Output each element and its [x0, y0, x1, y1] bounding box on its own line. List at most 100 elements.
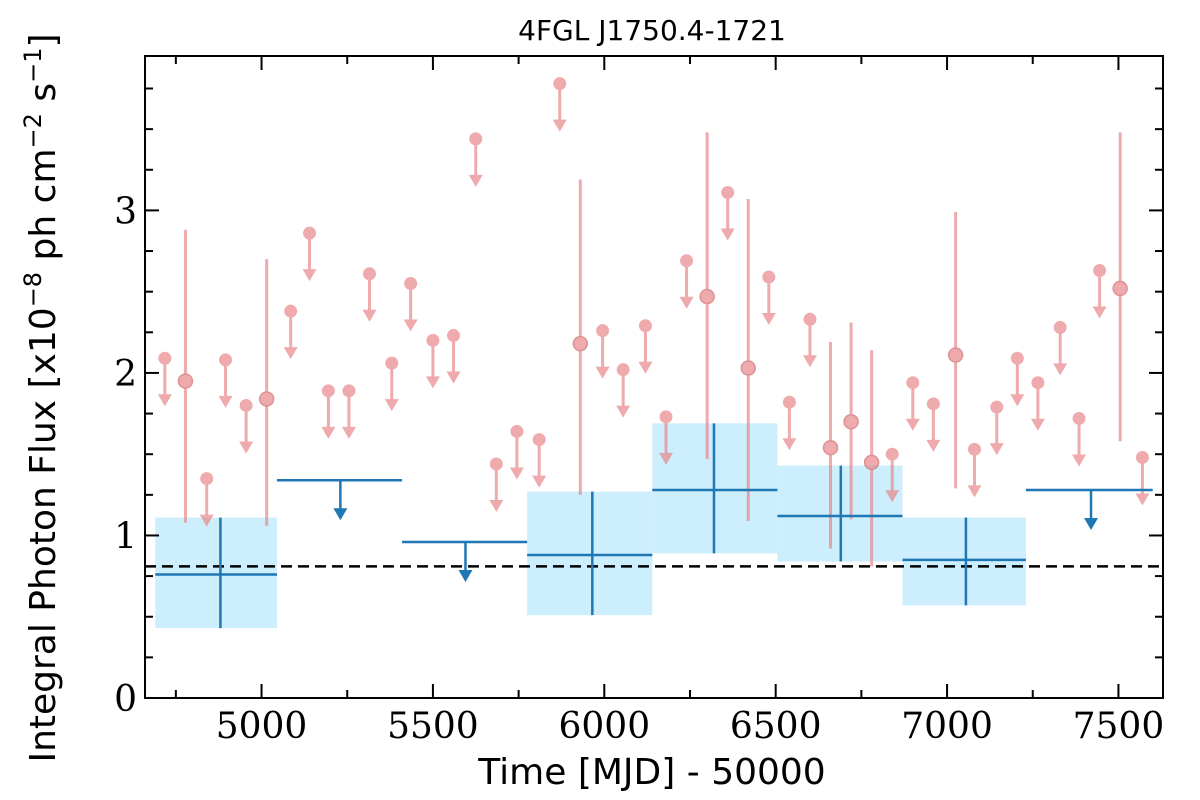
short-upper-limit-10-head	[403, 319, 418, 332]
short-upper-limit-0	[157, 351, 172, 407]
short-upper-limit-16	[532, 433, 547, 488]
short-upper-limit-7-head	[341, 426, 356, 439]
long-upper-limit-arrow-1	[458, 541, 473, 582]
plot-frame	[144, 55, 1164, 699]
short-upper-limit-31	[989, 400, 1004, 456]
short-upper-limit-8	[362, 267, 377, 322]
long-upper-limit-arrow-0	[333, 480, 348, 521]
long-upper-limit-arrow-1-head	[458, 569, 473, 582]
short-upper-limit-35	[1072, 411, 1087, 467]
short-upper-limit-1	[199, 472, 214, 527]
short-detection-9	[1112, 132, 1128, 442]
short-upper-limit-point-3	[239, 398, 253, 412]
short-upper-limit-11	[425, 333, 440, 389]
x-tick-label-7500: 7500	[1073, 706, 1165, 747]
short-upper-limit-28-head	[905, 418, 920, 431]
short-upper-limit-22-head	[679, 296, 694, 309]
y-tick-label-3: 3	[114, 191, 137, 232]
short-upper-limit-27-head	[885, 490, 900, 503]
short-upper-limit-point-0	[158, 351, 172, 365]
short-detection-3	[699, 132, 715, 460]
long-detection-1	[527, 491, 653, 616]
short-upper-limit-30-head	[967, 485, 982, 498]
short-upper-limit-3	[239, 398, 254, 454]
short-upper-limit-29-head	[926, 439, 941, 452]
short-detection-0	[177, 229, 194, 523]
short-upper-limit-13	[468, 132, 483, 187]
short-upper-limit-21	[658, 410, 673, 465]
short-upper-limit-11-head	[425, 376, 440, 389]
short-upper-limit-point-31	[990, 400, 1004, 414]
x-tick-label-6500: 6500	[730, 706, 822, 747]
short-upper-limit-19-head	[616, 405, 631, 418]
data-marks	[155, 77, 1153, 629]
short-upper-limit-7	[341, 384, 356, 439]
short-upper-limit-6-head	[321, 426, 336, 439]
y-tick-label-0: 0	[114, 679, 137, 720]
short-upper-limit-36-head	[1092, 306, 1107, 319]
short-upper-limit-point-19	[616, 363, 630, 377]
short-upper-limit-point-16	[532, 433, 546, 447]
short-upper-limit-point-32	[1010, 351, 1024, 365]
short-upper-limit-10	[403, 277, 418, 332]
short-upper-limit-point-2	[219, 353, 233, 367]
x-tick-label-6000: 6000	[558, 706, 650, 747]
short-detection-point-0	[177, 373, 194, 389]
long-upper-limit-arrow-0-head	[333, 508, 348, 521]
short-upper-limit-26	[802, 312, 817, 368]
short-detection-8	[947, 212, 964, 489]
short-upper-limit-point-36	[1093, 264, 1107, 278]
y-label-exp-2: −2	[19, 113, 47, 148]
short-detection-point-4	[740, 360, 757, 376]
short-upper-limit-point-24	[762, 270, 776, 284]
y-label-part-4: ]	[23, 33, 64, 47]
short-upper-limit-12-head	[446, 371, 461, 384]
short-detection-point-2	[572, 335, 589, 352]
long-upper-limit-arrow-2	[1084, 489, 1099, 530]
short-upper-limit-point-11	[426, 333, 440, 347]
long-bin-band-4	[902, 517, 1026, 606]
long-upper-limit-2	[1025, 488, 1153, 530]
x-axis-label: Time [MJD] - 50000	[477, 752, 825, 793]
long-upper-limit-1	[402, 540, 528, 582]
short-upper-limit-8-head	[362, 309, 377, 322]
short-upper-limit-29	[926, 397, 941, 452]
long-detection-3	[777, 465, 903, 562]
short-detection-4	[740, 199, 757, 521]
short-upper-limit-point-22	[680, 254, 694, 268]
long-detection-4	[902, 517, 1026, 606]
short-upper-limit-18	[595, 324, 610, 379]
y-label-part-2: ph cm	[23, 148, 64, 271]
short-upper-limit-25	[782, 395, 797, 451]
short-upper-limit-13-head	[468, 174, 483, 187]
y-label-part-1: Integral Photon Flux [x10	[23, 307, 64, 762]
short-detection-6	[843, 322, 859, 520]
short-detection-5	[822, 342, 839, 549]
short-upper-limit-point-12	[446, 329, 460, 343]
short-upper-limit-22	[679, 254, 694, 309]
chart-title: 4FGL J1750.4-1721	[518, 14, 786, 47]
short-upper-limit-16-head	[532, 475, 547, 488]
y-label-exp-3: −1	[19, 48, 47, 83]
short-upper-limit-point-37	[1135, 450, 1149, 464]
short-upper-limit-4-head	[283, 347, 298, 360]
short-upper-limit-24-head	[761, 313, 776, 326]
short-upper-limit-2	[218, 353, 233, 408]
short-upper-limit-point-21	[659, 410, 673, 424]
short-upper-limit-point-27	[885, 447, 899, 461]
short-upper-limit-point-1	[200, 472, 214, 486]
short-upper-limit-point-15	[510, 424, 524, 438]
short-upper-limit-point-10	[404, 277, 418, 291]
short-upper-limit-34-head	[1053, 363, 1068, 376]
short-upper-limit-19	[616, 363, 631, 418]
x-tick-label-5000: 5000	[216, 706, 308, 747]
short-upper-limit-point-7	[342, 384, 356, 398]
long-upper-limit-arrow-2-head	[1084, 517, 1099, 530]
short-upper-limit-33	[1030, 376, 1045, 431]
short-upper-limit-point-23	[721, 186, 735, 200]
short-detection-point-3	[699, 288, 715, 305]
short-detection-point-6	[843, 413, 859, 430]
short-upper-limit-9-head	[384, 399, 399, 412]
short-upper-limit-point-4	[284, 304, 298, 318]
